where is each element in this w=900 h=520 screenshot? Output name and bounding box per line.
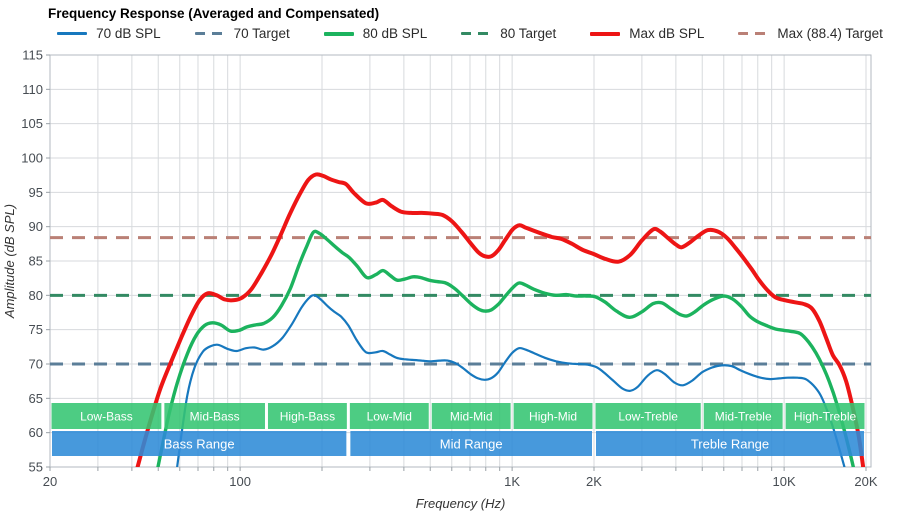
legend-label-70-db-spl: 70 dB SPL	[96, 26, 161, 41]
band-high-bass[interactable]	[267, 403, 347, 429]
legend-item-80-db-spl[interactable]: 80 dB SPL	[323, 26, 428, 41]
band-bass-range[interactable]	[52, 431, 347, 456]
y-tick-label-75: 75	[29, 322, 43, 337]
y-axis-title: Amplitude (dB SPL)	[2, 204, 17, 319]
band-label-bass-range[interactable]: Bass Range	[164, 437, 235, 452]
x-tick-label-100: 100	[229, 474, 251, 489]
x-tick-label-10K: 10K	[773, 474, 796, 489]
band-low-bass[interactable]	[51, 403, 162, 429]
x-tick-label-20: 20	[43, 474, 57, 489]
y-tick-label-95: 95	[29, 185, 43, 200]
legend-swatch-2	[323, 31, 354, 36]
curve-80-db-spl	[156, 229, 856, 467]
x-axis-title: Frequency (Hz)	[416, 496, 506, 511]
y-axis-labels: 55 60 65 70 75 80 85 90 95 100 105 110 115	[21, 48, 43, 475]
band-label-mid-mid[interactable]: Mid-Mid	[450, 410, 493, 424]
band-label-mid-treble[interactable]: Mid-Treble	[715, 410, 772, 424]
curves	[135, 172, 866, 467]
y-tick-label-80: 80	[29, 288, 43, 303]
y-tick-label-115: 115	[22, 48, 43, 63]
legend-item-70-db-spl[interactable]: 70 dB SPL	[57, 26, 161, 41]
x-tick-label-1K: 1K	[504, 474, 520, 489]
legend-swatch-4	[590, 31, 621, 36]
band-mid-treble[interactable]	[703, 403, 783, 429]
legend-label-70-target: 70 Target	[233, 26, 290, 41]
legend-label-max-db-spl: Max dB SPL	[629, 26, 705, 41]
y-tick-label-70: 70	[29, 357, 43, 372]
legend-item-max-db-spl[interactable]: Max dB SPL	[590, 26, 704, 41]
legend-swatch-0	[57, 32, 88, 35]
legend-label-max-target: Max (88.4) Target	[777, 26, 883, 41]
y-tick-label-60: 60	[29, 425, 43, 440]
axis-ticks	[46, 54, 867, 471]
band-label-low-treble[interactable]: Low-Treble	[618, 410, 678, 424]
legend-label-80-db-spl: 80 dB SPL	[362, 26, 428, 41]
legend-swatch-3	[461, 32, 492, 35]
band-mid-range[interactable]	[350, 431, 592, 456]
frequency-bands	[51, 403, 865, 456]
x-tick-label-20K: 20K	[854, 474, 877, 489]
band-label-low-mid[interactable]: Low-Mid	[367, 410, 412, 424]
y-tick-label-100: 100	[21, 151, 43, 166]
band-label-mid-bass[interactable]: Mid-Bass	[190, 410, 240, 424]
y-tick-label-85: 85	[29, 254, 43, 269]
legend-swatch-5	[738, 32, 769, 35]
y-tick-label-110: 110	[22, 82, 43, 97]
y-tick-label-90: 90	[29, 219, 43, 234]
band-mid-mid[interactable]	[431, 403, 511, 429]
band-low-treble[interactable]	[595, 403, 701, 429]
legend-item-70-target[interactable]: 70 Target	[194, 26, 290, 41]
curve-70-db-spl	[176, 294, 846, 467]
y-tick-label-55: 55	[29, 460, 43, 475]
x-tick-label-2K: 2K	[586, 474, 602, 489]
legend-item-80-target[interactable]: 80 Target	[461, 26, 556, 41]
curve-max-db-spl	[135, 172, 866, 467]
band-treble-range[interactable]	[596, 431, 864, 456]
y-tick-label-65: 65	[29, 391, 43, 406]
band-low-mid[interactable]	[349, 403, 429, 429]
band-high-treble[interactable]	[785, 403, 865, 429]
band-labels: Low-Bass Mid-Bass High-Bass Low-Mid Mid-Mid H…	[80, 410, 856, 452]
band-high-mid[interactable]	[513, 403, 593, 429]
legend-swatch-1	[194, 32, 225, 35]
band-label-low-bass[interactable]: Low-Bass	[80, 410, 133, 424]
chart-title: Frequency Response (Averaged and Compens…	[48, 6, 380, 21]
band-label-high-bass[interactable]: High-Bass	[280, 410, 335, 424]
x-axis-labels: 20 100 1K 2K 10K 20K	[43, 474, 878, 489]
band-label-high-treble[interactable]: High-Treble	[794, 410, 857, 424]
chart-legend: 70 dB SPL 70 Target 80 dB SPL 80 Target …	[57, 26, 883, 41]
band-label-mid-range[interactable]: Mid Range	[440, 437, 503, 452]
legend-item-max-target[interactable]: Max (88.4) Target	[738, 26, 883, 41]
band-label-high-mid[interactable]: High-Mid	[529, 410, 577, 424]
band-mid-bass[interactable]	[164, 403, 265, 429]
y-tick-label-105: 105	[21, 116, 43, 131]
band-label-treble-range[interactable]: Treble Range	[691, 437, 769, 452]
legend-label-80-target: 80 Target	[500, 26, 557, 41]
